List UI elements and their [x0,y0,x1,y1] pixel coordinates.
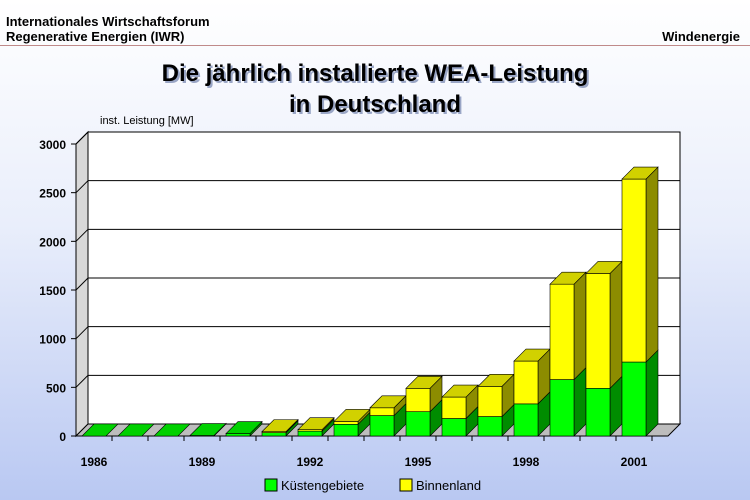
bar-segment-kuestengebiete [585,388,611,437]
y-tick-label: 2000 [39,235,66,249]
bar-2000 [585,260,623,437]
legend-swatch [264,478,278,492]
bar-segment-binnenland [333,421,359,425]
grid-line [75,326,89,340]
bar-segment-kuestengebiete [333,424,359,437]
bar-top [189,423,227,436]
bar-top [261,419,299,432]
bar-1988 [153,423,191,437]
bar-segment-binnenland-side [609,260,623,390]
y-tick-label: 1500 [39,284,66,298]
bar-top [621,166,659,180]
header-divider [0,45,750,46]
x-tick-label: 1989 [189,455,216,469]
y-tick-label: 3000 [39,138,66,152]
grid-line [75,277,89,291]
bar-top [405,376,443,389]
header-org-subtitle: Regenerative Energien (IWR) [6,29,185,44]
y-tick-label: 2500 [39,187,66,201]
bar-segment-kuestengebiete [225,433,251,437]
bar-segment-kuestengebiete [261,432,287,437]
bar-1990 [225,420,263,437]
grid-line [75,180,89,194]
header-topic: Windenergie [662,29,740,44]
bar-segment-binnenland-side [645,166,659,363]
bar-segment-kuestengebiete [621,361,647,437]
header-org-name: Internationales Wirtschaftsforum [6,14,210,29]
bar-1986 [81,423,119,437]
bar-segment-binnenland [477,386,503,417]
legend-label: Binnenland [416,478,481,493]
x-tick-label: 1995 [405,455,432,469]
bar-segment-binnenland [405,388,431,412]
bar-top [81,423,119,437]
legend: Küstengebiete Binnenland [264,478,481,493]
grid-line [75,374,89,388]
bar-segment-kuestengebiete [369,415,395,437]
legend-swatch [399,478,413,492]
legend-label: Küstengebiete [281,478,364,493]
chart-title-line2: in Deutschland [288,91,462,118]
bar-segment-binnenland-side [573,271,587,381]
bar-top [297,417,335,430]
bar-segment-kuestengebiete [513,403,539,437]
bar-1999 [549,271,587,437]
grid-line [75,228,89,242]
bar-top [441,384,479,398]
bar-segment-kuestengebiete [405,411,431,437]
y-tick-label: 1000 [39,333,66,347]
y-axis-ticks: 0 500 1000 1500 2000 2500 3000 [39,138,76,444]
bar-segment-binnenland [549,283,575,380]
legend-item: Küstengebiete [264,478,364,493]
y-tick-label: 500 [46,381,66,395]
bar-segment-kuestengebiete [441,418,467,437]
bar-top [225,421,263,434]
y-tick-label: 0 [59,430,66,444]
bar-segment-binnenland [585,273,611,389]
legend-item: Binnenland [399,478,481,493]
bar-segment-binnenland [513,360,539,405]
bar-1996 [441,384,479,437]
x-tick-label: 2001 [621,455,648,469]
x-tick-label: 1986 [81,455,108,469]
bar-1991 [261,418,299,437]
bar-segment-binnenland [621,178,647,363]
bar-1994 [369,395,407,437]
bar-top [549,271,587,285]
bar-1995 [405,375,443,437]
y-axis-label: inst. Leistung [MW] [100,115,194,127]
bars [81,166,659,437]
bar-segment-kuestengebiete-side [645,349,659,437]
bar-segment-kuestengebiete [477,416,503,437]
bar-1992 [297,416,335,437]
x-axis-ticks: 1986 1989 1992 1995 1998 2001 [81,436,653,469]
bar-segment-kuestengebiete [549,379,575,437]
x-tick-label: 1992 [297,455,324,469]
grid-line [75,131,89,145]
bar-1997 [477,373,515,437]
bar-1989 [189,422,227,437]
bar-1993 [333,408,371,437]
x-tick-label: 1998 [513,455,540,469]
bar-2001 [621,166,659,437]
bar-segment-kuestengebiete [297,430,323,437]
bar-segment-binnenland [441,396,467,419]
bar-1987 [117,423,155,437]
chart-title: Die jährlich installierte WEA-Leistung [161,60,589,87]
bar-top [117,423,155,437]
bar-top [153,423,191,437]
bar-1998 [513,348,551,437]
bar-segment-binnenland [369,407,395,416]
